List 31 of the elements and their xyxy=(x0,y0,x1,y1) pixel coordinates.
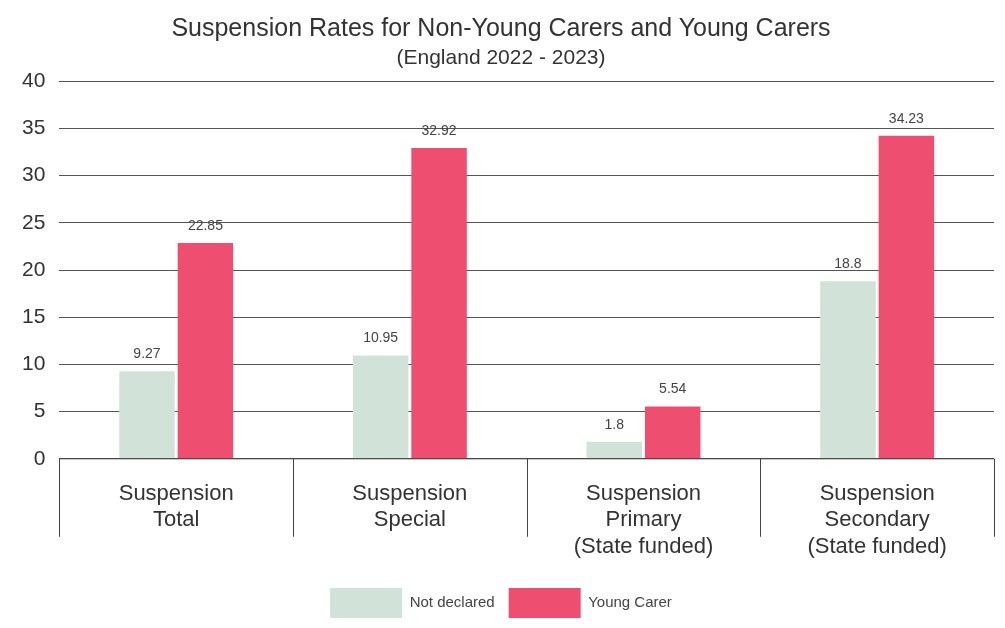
y-tick-label: 30 xyxy=(22,162,46,186)
bar xyxy=(119,371,175,459)
data-label: 10.95 xyxy=(363,329,399,346)
y-tick-label: 25 xyxy=(22,209,46,233)
y-tick-label: 10 xyxy=(22,351,46,375)
y-tick-label: 35 xyxy=(22,115,46,139)
chart-subtitle: (England 2022 - 2023) xyxy=(396,45,606,69)
chart-title: Suspension Rates for Non-Young Carers and Young Carers xyxy=(171,12,831,41)
y-tick-label: 0 xyxy=(33,445,46,469)
data-label: 18.8 xyxy=(834,255,862,272)
bar xyxy=(644,406,701,459)
data-label: 34.23 xyxy=(888,109,925,126)
bar xyxy=(177,243,234,459)
x-tick-label: Suspension Secondary (State funded) xyxy=(807,480,947,558)
data-label: 9.27 xyxy=(133,345,161,362)
data-label: 1.8 xyxy=(604,415,625,432)
bar xyxy=(352,355,409,459)
bar xyxy=(586,441,643,459)
x-tick-label: Suspension Primary (State funded) xyxy=(573,480,714,558)
legend-label: Young Carer xyxy=(588,593,672,611)
data-label: 5.54 xyxy=(659,380,687,397)
bar xyxy=(411,148,467,459)
bar xyxy=(820,281,876,459)
bar xyxy=(878,135,935,459)
x-tick-label: Suspension Special xyxy=(352,480,468,532)
y-tick-label: 15 xyxy=(22,304,46,327)
legend-label: Not declared xyxy=(409,593,495,611)
y-tick-label: 5 xyxy=(33,398,46,422)
y-tick-label: 20 xyxy=(22,256,46,280)
y-tick-label: 40 xyxy=(22,68,46,91)
x-tick-label: Suspension Total xyxy=(118,480,234,532)
